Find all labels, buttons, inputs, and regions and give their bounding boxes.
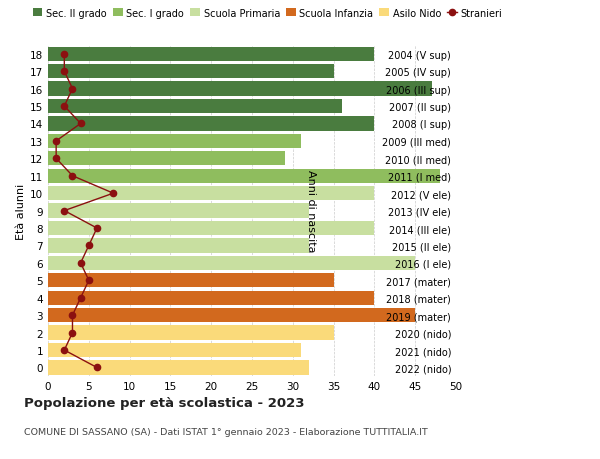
Bar xyxy=(48,343,301,358)
Bar xyxy=(48,134,301,149)
Bar xyxy=(48,204,309,218)
Text: Popolazione per età scolastica - 2023: Popolazione per età scolastica - 2023 xyxy=(24,396,305,409)
Bar xyxy=(48,308,415,323)
Text: COMUNE DI SASSANO (SA) - Dati ISTAT 1° gennaio 2023 - Elaborazione TUTTITALIA.IT: COMUNE DI SASSANO (SA) - Dati ISTAT 1° g… xyxy=(24,427,428,436)
Bar xyxy=(48,65,334,79)
Bar xyxy=(48,47,374,62)
Bar xyxy=(48,239,309,253)
Bar xyxy=(48,169,440,184)
Bar xyxy=(48,326,334,340)
Y-axis label: Anni di nascita: Anni di nascita xyxy=(306,170,316,252)
Bar xyxy=(48,82,431,96)
Bar xyxy=(48,117,374,131)
Y-axis label: Età alunni: Età alunni xyxy=(16,183,26,239)
Bar xyxy=(48,361,309,375)
Bar xyxy=(48,187,374,201)
Bar xyxy=(48,152,284,166)
Bar xyxy=(48,256,415,270)
Bar xyxy=(48,291,374,305)
Bar xyxy=(48,221,374,235)
Legend: Sec. II grado, Sec. I grado, Scuola Primaria, Scuola Infanzia, Asilo Nido, Stran: Sec. II grado, Sec. I grado, Scuola Prim… xyxy=(29,5,506,22)
Bar xyxy=(48,100,342,114)
Bar xyxy=(48,274,334,288)
